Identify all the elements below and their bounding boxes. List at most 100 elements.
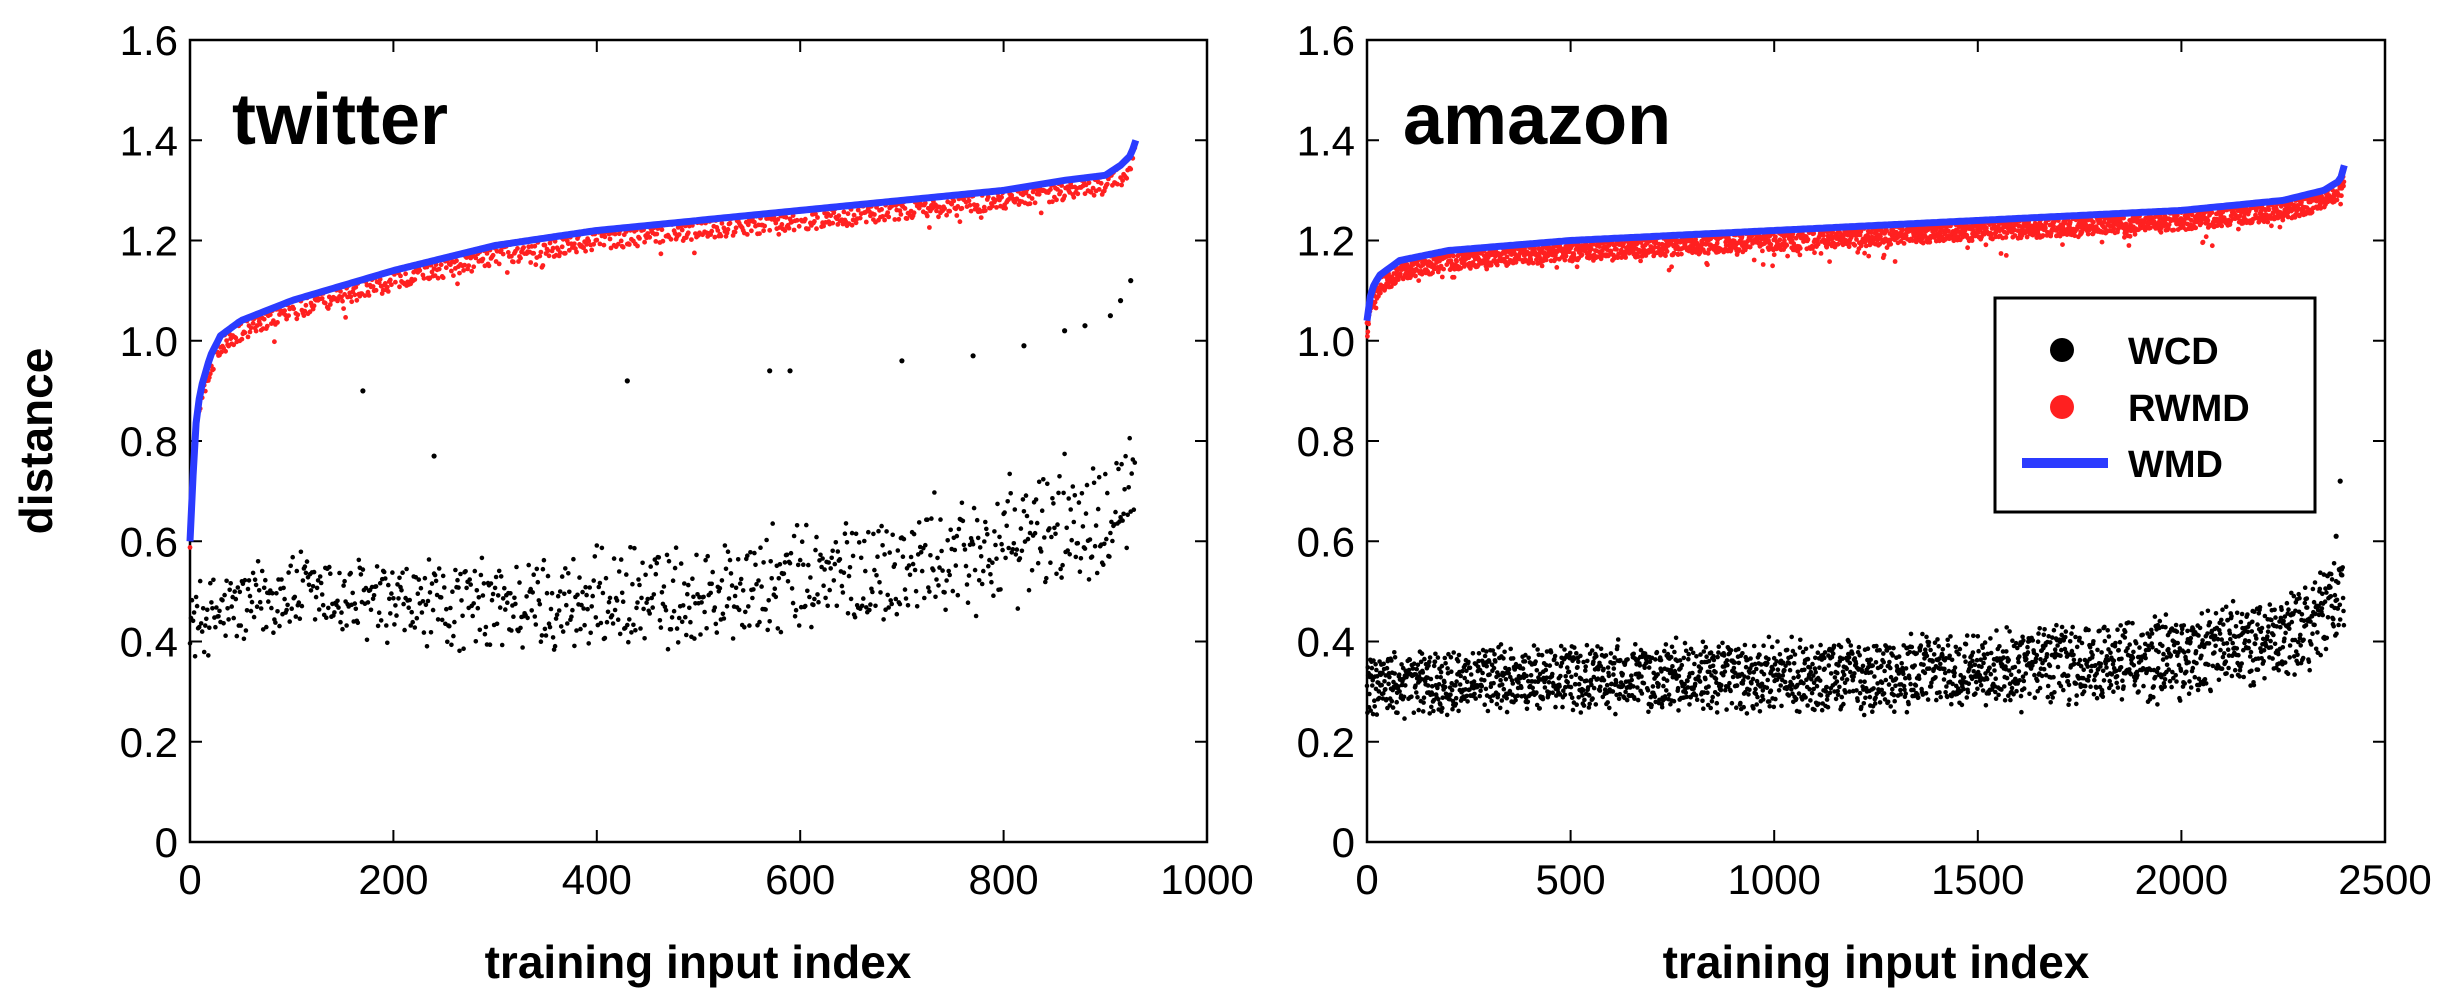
wcd-point	[845, 611, 851, 616]
wcd-point	[900, 554, 906, 559]
wcd-point	[1007, 471, 1012, 477]
wcd-point	[494, 621, 500, 627]
wcd-point	[257, 599, 263, 605]
wcd-point	[1813, 655, 1818, 661]
wcd-point	[793, 607, 799, 613]
wcd-point	[1608, 651, 1614, 656]
wcd-point	[1789, 682, 1795, 687]
wcd-point	[269, 605, 274, 611]
wcd-point	[232, 589, 237, 594]
wcd-point	[946, 568, 951, 574]
y-axis-ticks-twitter: 00.20.40.60.81.01.21.41.6	[120, 17, 1207, 866]
rwmd-point	[562, 250, 568, 256]
wcd-point	[1499, 682, 1505, 687]
wcd-point	[1655, 672, 1660, 677]
wcd-point	[1372, 704, 1377, 709]
wcd-point	[641, 606, 646, 612]
wcd-point	[2238, 619, 2244, 625]
y-tick-label: 1.4	[120, 117, 178, 164]
wcd-point	[837, 557, 843, 562]
wcd-point	[1625, 657, 1630, 662]
wcd-point	[340, 626, 345, 632]
wcd-point	[1372, 698, 1377, 703]
wcd-point	[1431, 708, 1436, 714]
wcd-point	[2074, 693, 2079, 698]
wcd-point	[2033, 656, 2039, 661]
wcd-point	[1624, 697, 1630, 703]
rwmd-point	[435, 275, 441, 281]
wcd-point	[282, 596, 287, 602]
wcd-point	[1683, 690, 1689, 695]
wcd-point	[2128, 671, 2134, 677]
wcd-point	[1696, 674, 1701, 679]
wcd-point	[2121, 684, 2126, 689]
wcd-point	[579, 602, 584, 608]
wcd-point	[1066, 496, 1071, 501]
wcd-point	[874, 573, 879, 578]
wcd-point	[722, 543, 728, 548]
wcd-point	[1499, 698, 1505, 703]
wcd-point	[719, 578, 725, 583]
wcd-point	[1562, 692, 1568, 698]
wcd-point	[1956, 651, 1961, 657]
wcd-point	[517, 580, 522, 585]
wcd-point	[1718, 687, 1724, 693]
wcd-point	[2101, 678, 2107, 683]
wcd-point	[1721, 653, 1727, 658]
wcd-point	[2113, 640, 2118, 646]
wcd-point	[1802, 667, 1807, 673]
rwmd-point	[990, 203, 995, 209]
wcd-point	[221, 621, 226, 626]
wcd-point	[1059, 575, 1064, 580]
wcd-point	[2048, 640, 2053, 645]
wcd-point	[424, 644, 430, 649]
wcd-point	[615, 617, 621, 622]
wcd-point	[1650, 684, 1656, 689]
wcd-point	[840, 590, 846, 595]
wcd-point	[632, 545, 637, 551]
rwmd-point	[642, 239, 647, 245]
wcd-point	[666, 558, 672, 564]
rwmd-point	[1086, 180, 1092, 186]
wcd-point	[1482, 653, 1488, 659]
wcd-point	[360, 567, 366, 572]
wcd-point	[1473, 696, 1478, 701]
wcd-point	[1653, 657, 1658, 662]
wcd-point	[848, 596, 854, 602]
rwmd-point	[886, 214, 892, 220]
wcd-point	[2292, 637, 2298, 643]
wcd-point	[2202, 677, 2208, 682]
wcd-point	[1835, 692, 1841, 697]
wcd-point	[1771, 655, 1777, 661]
rwmd-point	[1468, 266, 1473, 271]
wcd-point	[2319, 606, 2325, 611]
wcd-point	[2258, 629, 2264, 634]
wcd-point	[1118, 515, 1123, 520]
rwmd-point	[692, 250, 697, 256]
wcd-point	[1406, 667, 1412, 673]
wcd-point	[2116, 647, 2121, 653]
wcd-point	[804, 522, 809, 528]
rwmd-point	[732, 229, 738, 235]
wcd-point	[2257, 605, 2263, 610]
wcd-point	[2301, 637, 2306, 643]
wcd-point	[1780, 673, 1786, 678]
wcd-point	[293, 614, 299, 619]
wcd-point	[373, 584, 379, 589]
wcd-point	[986, 563, 991, 569]
wcd-point	[702, 609, 707, 615]
wcd-point	[1601, 666, 1606, 672]
rwmd-point	[291, 306, 297, 312]
wcd-point	[1981, 660, 1986, 666]
wcd-point	[2050, 695, 2055, 700]
wcd-point	[2108, 682, 2114, 688]
wcd-point	[1033, 497, 1039, 502]
wcd-point	[420, 599, 426, 604]
wcd-point	[1471, 679, 1477, 684]
wcd-point	[502, 585, 507, 591]
series-rwmd-twitter	[187, 145, 1138, 550]
wcd-point	[1510, 656, 1516, 661]
wcd-point	[1410, 666, 1416, 671]
y-tick-label: 0.2	[1297, 719, 1355, 766]
wcd-point	[2196, 676, 2202, 682]
